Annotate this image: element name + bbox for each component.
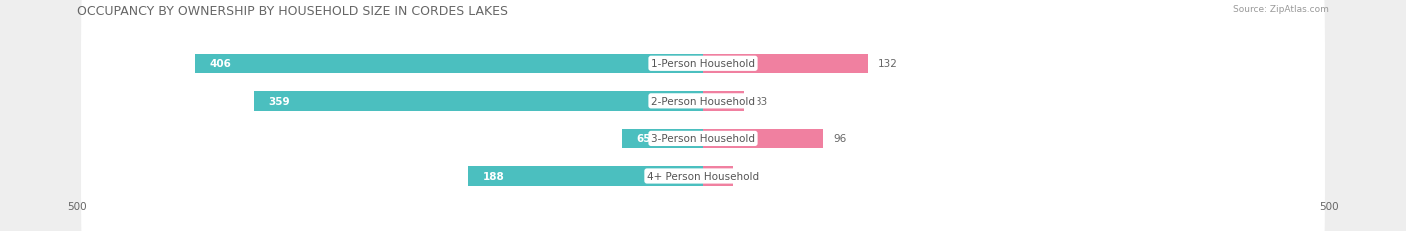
Text: 24: 24 [742, 171, 756, 181]
Bar [703, 167, 733, 186]
Text: 65: 65 [637, 134, 651, 144]
Text: 188: 188 [482, 171, 505, 181]
Bar [195, 54, 703, 74]
FancyBboxPatch shape [82, 10, 1324, 193]
Bar [703, 92, 744, 111]
Text: OCCUPANCY BY OWNERSHIP BY HOUSEHOLD SIZE IN CORDES LAKES: OCCUPANCY BY OWNERSHIP BY HOUSEHOLD SIZE… [77, 5, 509, 18]
FancyBboxPatch shape [82, 85, 1324, 231]
Text: 359: 359 [269, 96, 291, 106]
Text: 96: 96 [834, 134, 846, 144]
Text: 33: 33 [754, 96, 768, 106]
Text: Source: ZipAtlas.com: Source: ZipAtlas.com [1233, 5, 1329, 14]
Bar [621, 129, 703, 149]
Bar [703, 54, 868, 74]
Text: 3-Person Household: 3-Person Household [651, 134, 755, 144]
Text: 406: 406 [209, 59, 232, 69]
FancyBboxPatch shape [82, 48, 1324, 230]
Text: 132: 132 [879, 59, 898, 69]
Bar [468, 167, 703, 186]
Bar [703, 129, 823, 149]
Text: 4+ Person Household: 4+ Person Household [647, 171, 759, 181]
Bar [253, 92, 703, 111]
Text: 2-Person Household: 2-Person Household [651, 96, 755, 106]
FancyBboxPatch shape [82, 0, 1324, 155]
Text: 1-Person Household: 1-Person Household [651, 59, 755, 69]
